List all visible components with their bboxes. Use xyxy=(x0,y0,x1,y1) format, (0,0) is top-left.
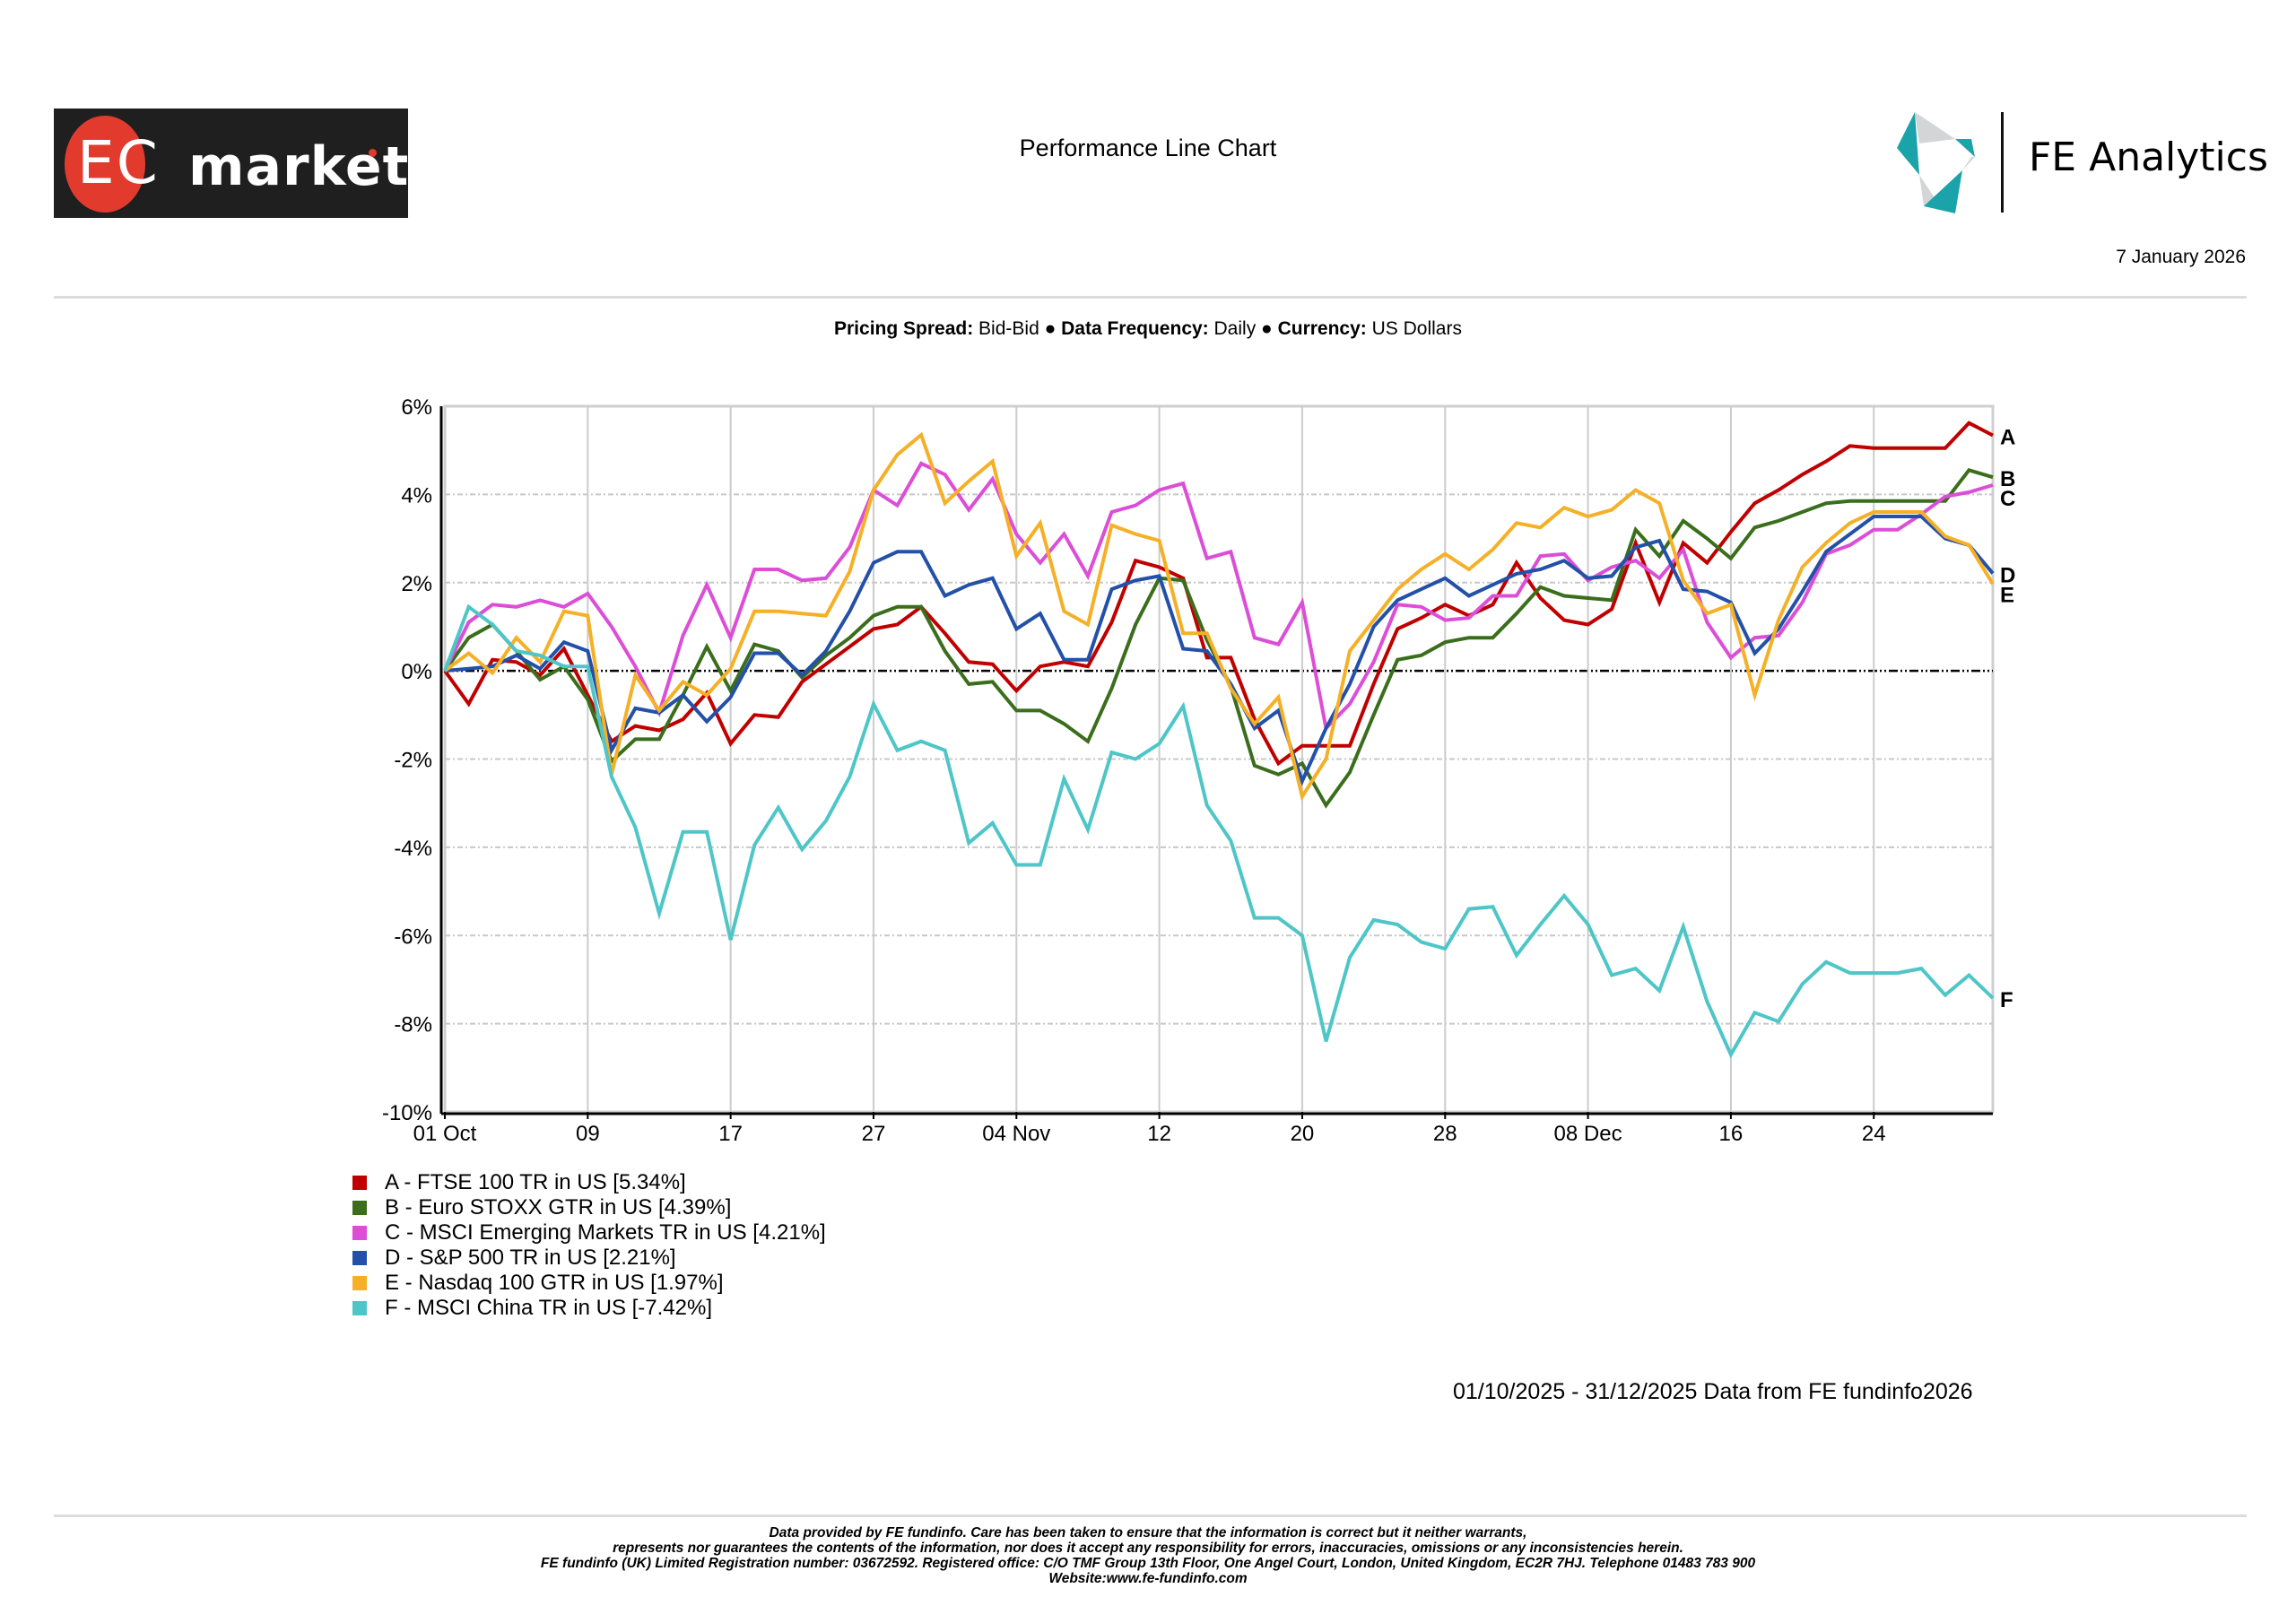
legend-swatch xyxy=(352,1251,367,1265)
y-tick-label: -8% xyxy=(394,1013,432,1037)
series-line-d xyxy=(444,515,1995,786)
date-range-caption: 01/10/2025 - 31/12/2025 Data from FE fun… xyxy=(1453,1379,1973,1404)
logo-red-circle xyxy=(65,116,145,213)
series-end-label: B xyxy=(2000,467,2015,491)
y-tick-label: -4% xyxy=(394,837,432,861)
pricing-spread-value: Bid-Bid xyxy=(978,318,1039,339)
y-tick-label: 0% xyxy=(401,660,432,684)
legend-item-a: A - FTSE 100 TR in US [5.34%] xyxy=(352,1170,826,1195)
legend-label: F - MSCI China TR in US [-7.42%] xyxy=(385,1296,712,1320)
currency-value: US Dollars xyxy=(1371,318,1462,339)
series-line-f xyxy=(443,603,1995,1059)
report-date: 7 January 2026 xyxy=(2116,247,2246,267)
website-line: Website:www.fe-fundinfo.com xyxy=(1048,1571,1248,1586)
legend-swatch xyxy=(352,1201,367,1215)
series-end-label: A xyxy=(2000,425,2015,449)
series-end-label: D xyxy=(2000,563,2015,587)
x-tick-label: 08 Dec xyxy=(1554,1122,1622,1146)
legend-swatch xyxy=(352,1276,367,1290)
x-tick-label: 17 xyxy=(718,1122,743,1146)
logo-divider xyxy=(2001,112,2004,213)
chart-grid xyxy=(443,404,1995,1114)
series-line-e xyxy=(443,431,1995,802)
y-tick-label: 2% xyxy=(401,572,432,596)
logo-dot xyxy=(369,149,377,157)
x-tick-label: 12 xyxy=(1147,1122,1171,1146)
performance-line-chart: 6% 4% 2% 0% -2% -4% -6% -8% -10%01 Oct 09 17 27 04 N… xyxy=(382,395,2015,1146)
x-tick-label: 20 xyxy=(1291,1122,1315,1146)
legend-item-c: C - MSCI Emerging Markets TR in US [4.21… xyxy=(352,1220,826,1245)
x-tick-label: 04 Nov xyxy=(982,1122,1050,1146)
chart-settings: Pricing Spread: Bid-Bid ● Data Frequency… xyxy=(0,318,2296,340)
data-frequency-label: Data Frequency: xyxy=(1061,318,1209,339)
x-tick-label: 24 xyxy=(1862,1122,1886,1146)
fe-analytics-logo-icon xyxy=(1897,112,1975,213)
disclaimer-line: Data provided by FE fundinfo. Care has b… xyxy=(769,1525,1527,1541)
ec-markets-logo: EC markets xyxy=(54,108,441,218)
x-tick-label: 09 xyxy=(576,1122,600,1146)
y-tick-label: 4% xyxy=(401,483,432,508)
legend-label: D - S&P 500 TR in US [2.21%] xyxy=(385,1245,676,1270)
y-tick-label: -2% xyxy=(394,749,432,773)
disclaimer-line: represents nor guarantees the contents o… xyxy=(613,1541,1683,1556)
x-tick-label: 27 xyxy=(862,1122,886,1146)
registration-line: FE fundinfo (UK) Limited Registration nu… xyxy=(540,1556,1756,1571)
x-tick-label: 16 xyxy=(1719,1122,1744,1146)
series-end-label: C xyxy=(2000,487,2015,511)
legend-swatch xyxy=(352,1176,367,1190)
logo-markets-text: markets xyxy=(188,135,442,198)
currency-label: Currency: xyxy=(1277,318,1367,339)
legend-label: A - FTSE 100 TR in US [5.34%] xyxy=(385,1170,686,1194)
chart-axes xyxy=(439,406,1993,1119)
header-divider xyxy=(54,296,2247,299)
chart-legend: A - FTSE 100 TR in US [5.34%] B - Euro S… xyxy=(352,1170,826,1321)
x-tick-label: 01 Oct xyxy=(413,1122,477,1146)
pricing-spread-label: Pricing Spread: xyxy=(834,318,974,339)
legend-item-b: B - Euro STOXX GTR in US [4.39%] xyxy=(352,1195,826,1220)
data-frequency-value: Daily xyxy=(1213,318,1257,339)
y-tick-label: 6% xyxy=(401,395,432,420)
series-end-label: E xyxy=(2000,583,2014,607)
legend-label: C - MSCI Emerging Markets TR in US [4.21… xyxy=(385,1220,826,1245)
logo-ec-text: EC xyxy=(77,128,160,197)
page-title: Performance Line Chart xyxy=(1019,135,1277,161)
legend-item-d: D - S&P 500 TR in US [2.21%] xyxy=(352,1245,826,1271)
series-line-c xyxy=(443,461,1994,733)
series-line-a xyxy=(443,421,1994,767)
legend-swatch xyxy=(352,1301,367,1315)
chart-labels: 6% 4% 2% 0% -2% -4% -6% -8% -10%01 Oct 09 17 27 04 N… xyxy=(382,395,2015,1146)
footer-divider xyxy=(54,1515,2247,1517)
y-tick-label: -6% xyxy=(394,924,432,949)
y-tick-label: -10% xyxy=(382,1101,432,1125)
disclaimer-footer: Data provided by FE fundinfo. Care has b… xyxy=(0,1525,2296,1586)
chart-series xyxy=(443,421,1995,1059)
x-tick-label: 28 xyxy=(1433,1122,1457,1146)
fe-analytics-brand: FE Analytics xyxy=(2029,135,2268,180)
legend-label: B - Euro STOXX GTR in US [4.39%] xyxy=(385,1195,732,1219)
separator-dot: ● xyxy=(1261,318,1273,339)
series-end-label: F xyxy=(2000,988,2013,1012)
legend-swatch xyxy=(352,1226,367,1240)
legend-label: E - Nasdaq 100 GTR in US [1.97%] xyxy=(385,1271,724,1295)
legend-item-f: F - MSCI China TR in US [-7.42%] xyxy=(352,1296,826,1321)
separator-dot: ● xyxy=(1044,318,1057,339)
legend-item-e: E - Nasdaq 100 GTR in US [1.97%] xyxy=(352,1271,826,1296)
